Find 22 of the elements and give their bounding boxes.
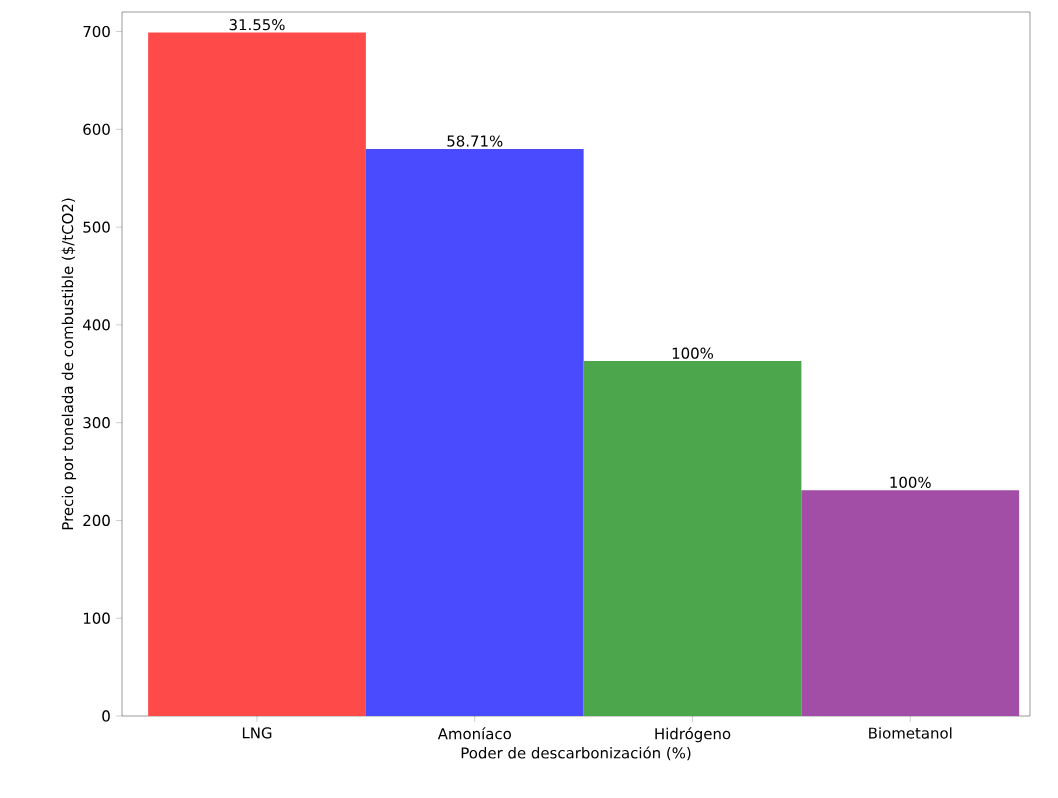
y-axis-title: Precio por tonelada de combustible ($/tCO2)	[61, 198, 77, 530]
bar	[365, 148, 584, 716]
annotation: 31.55%	[229, 19, 285, 31]
y-tick-label: 500	[83, 221, 110, 233]
bar	[148, 32, 366, 716]
annotation: 58.71%	[447, 135, 503, 147]
y-tick-label: 700	[83, 25, 110, 38]
y-tick-label: 300	[83, 417, 110, 429]
annotation: 100%	[890, 476, 931, 488]
bar	[583, 361, 802, 716]
y-tick-label: 100	[83, 612, 110, 624]
y-tick-label: 600	[83, 123, 110, 135]
y-tick-label: 0	[102, 710, 110, 722]
x-tick-label: Hidrógeno	[655, 727, 731, 743]
x-tick-label: Amoníaco	[437, 727, 511, 740]
x-axis-title: Poder de descarbonización (%)	[461, 746, 691, 761]
annotation: 100%	[672, 347, 714, 359]
y-tick-label: 200	[83, 514, 110, 527]
x-tick-label: LNG	[242, 727, 272, 739]
y-tick-label: 400	[83, 319, 110, 331]
bar	[801, 490, 1020, 716]
x-tick-label: Biometanol	[869, 727, 952, 739]
